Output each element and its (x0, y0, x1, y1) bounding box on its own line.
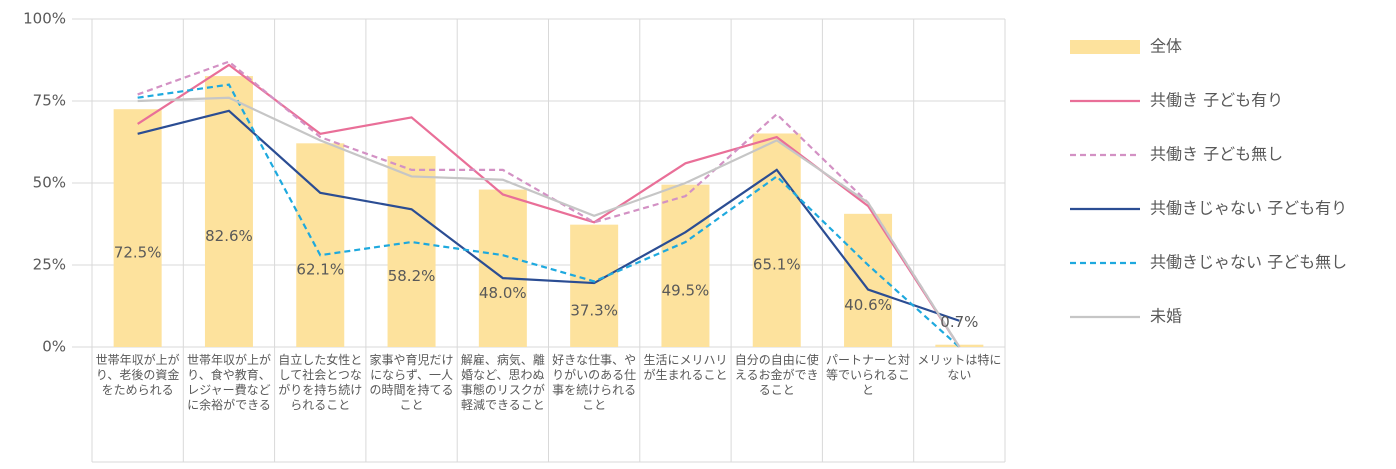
line (137, 83, 961, 348)
x-tick-label: 生活にメリハリが生まれること (643, 353, 728, 382)
data-label: 49.5% (662, 281, 710, 299)
data-label: 37.3% (570, 301, 618, 319)
bar (661, 184, 710, 347)
legend-label: 共働きじゃない 子ども無し (1150, 253, 1347, 272)
x-tick-label: パートナーと対等でいられること (826, 353, 911, 397)
category-box: パートナーと対等でいられること (826, 353, 911, 397)
data-label: 82.6% (205, 227, 253, 245)
y-tick-label: 75% (33, 92, 66, 110)
y-tick-label: 25% (33, 256, 66, 274)
x-tick-label: 世帯年収が上がり、老後の資金をためられる (95, 353, 180, 397)
bar (296, 143, 345, 347)
x-tick-label: 世帯年収が上がり、食や教育、レジャー費などに余裕ができる (186, 353, 271, 412)
data-label: 48.0% (479, 284, 527, 302)
x-tick-label: 解雇、病気、離婚など、思わぬ事態のリスクが軽減できること (460, 353, 545, 412)
category-box: 解雇、病気、離婚など、思わぬ事態のリスクが軽減できること (460, 353, 545, 412)
y-tick-label: 50% (33, 174, 66, 192)
data-label: 40.6% (844, 296, 892, 314)
data-label: 58.2% (388, 267, 436, 285)
category-box: 世帯年収が上がり、食や教育、レジャー費などに余裕ができる (186, 353, 271, 412)
legend-label: 共働き 子ども無し (1150, 145, 1283, 164)
bar (570, 224, 619, 347)
bar (478, 189, 527, 347)
x-tick-label: 自立した女性として社会とつながりを持ち続けられること (278, 353, 363, 412)
x-tick-label: メリットは特にない (917, 353, 1002, 382)
legend-label: 共働きじゃない 子ども有り (1150, 199, 1347, 218)
line (137, 96, 961, 348)
bar (844, 213, 893, 347)
data-label: 65.1% (753, 256, 801, 274)
data-label: 0.7% (940, 313, 978, 331)
category-box: 自分の自由に使えるお金ができること (734, 353, 819, 397)
line (137, 60, 961, 348)
bar (752, 133, 801, 347)
y-tick-label: 0% (42, 338, 66, 356)
legend-label: 共働き 子ども有り (1150, 91, 1283, 110)
data-label: 62.1% (296, 261, 344, 279)
y-tick-label: 100% (23, 10, 66, 28)
bar (113, 109, 162, 347)
legend-label: 全体 (1150, 37, 1182, 56)
category-box: 生活にメリハリが生まれること (643, 353, 728, 382)
line (137, 109, 960, 322)
bar (387, 156, 436, 347)
category-box: 好きな仕事、やりがいのある仕事を続けられること (552, 353, 637, 412)
category-box: 家事や育児だけにならず、一人の時間を持てること (369, 353, 454, 412)
category-box: 世帯年収が上がり、老後の資金をためられる (95, 353, 180, 397)
x-tick-label: 家事や育児だけにならず、一人の時間を持てること (369, 353, 454, 412)
bar (204, 76, 253, 348)
legend-label: 未婚 (1150, 307, 1182, 326)
data-label: 72.5% (114, 244, 162, 262)
legend-swatch (1070, 40, 1140, 54)
category-box: 自立した女性として社会とつながりを持ち続けられること (278, 353, 363, 412)
x-tick-label: 好きな仕事、やりがいのある仕事を続けられること (552, 353, 637, 412)
x-tick-label: 自分の自由に使えるお金ができること (734, 353, 819, 397)
category-box: メリットは特にない (917, 353, 1002, 382)
